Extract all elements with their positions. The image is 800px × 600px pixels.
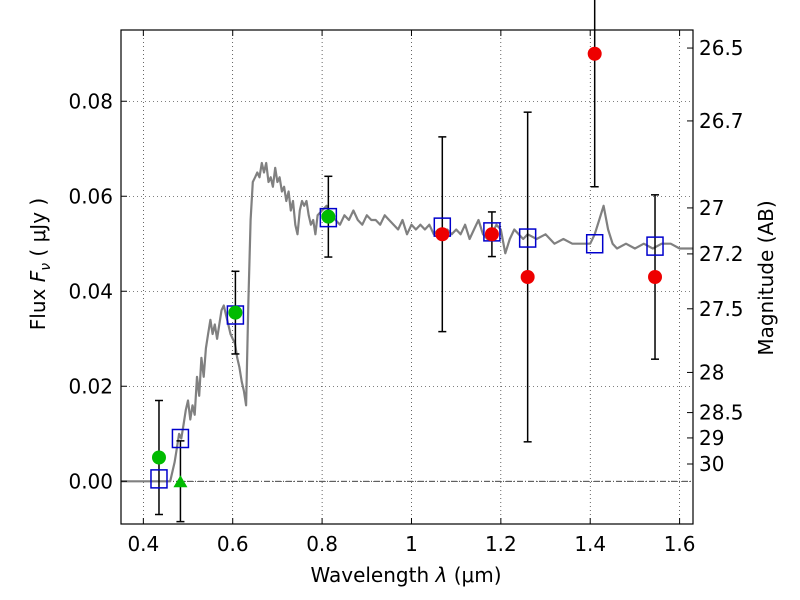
observed-green-point: [228, 305, 243, 320]
grid: [121, 30, 693, 524]
observed-green-point: [321, 209, 336, 224]
mag-tick-label: 26.7: [699, 109, 744, 133]
mag-tick-label: 27.2: [699, 242, 744, 266]
observed-red-point: [648, 270, 663, 284]
x-tick-label: 0.4: [127, 532, 159, 556]
x-axis-title: Wavelength λ (μm): [310, 563, 501, 587]
upper-limit-triangle: [173, 475, 188, 488]
observed-red-point: [587, 46, 602, 61]
y-tick-label: 0.02: [68, 374, 113, 398]
mag-tick-label: 29: [699, 426, 724, 450]
mag-tick-label: 27: [699, 196, 724, 220]
y-axis-title: Flux Fν ( μJy ): [26, 198, 54, 330]
mag-tick-label: 28.5: [699, 401, 744, 425]
x-tick-label: 1.4: [574, 532, 606, 556]
x-tick-label: 1.6: [664, 532, 696, 556]
model-photometry-square: [646, 236, 664, 256]
observed-red-point: [484, 227, 499, 242]
y2-axis-title: Magnitude (AB): [754, 200, 778, 355]
model-spectrum-layer: [121, 161, 693, 483]
mag-tick-label: 28: [699, 360, 724, 384]
model-photometry-square: [319, 207, 338, 228]
x-tick-label: 0.6: [217, 532, 249, 556]
plot-frame: [120, 29, 694, 525]
observed-red-point: [520, 270, 535, 284]
model-spectrum-line: [121, 161, 693, 483]
model-photometry-square: [150, 469, 168, 489]
model-photometry-square: [585, 234, 604, 254]
mag-tick-label: 27.5: [699, 297, 744, 321]
marker-layer: [150, 46, 664, 489]
tick-layer: 0.4 0.6 0.8 1 1.2 1.4 1.6 0.00 0.02 0.04 0.06 0.08 2…: [68, 30, 744, 556]
y-tick-label: 0.00: [68, 469, 113, 493]
observed-red-point: [435, 227, 450, 242]
errorbar-layer: [154, 0, 660, 523]
observed-green-point: [151, 450, 166, 465]
y-tick-label: 0.06: [68, 184, 113, 208]
y-tick-label: 0.08: [68, 89, 113, 113]
x-tick-label: 0.8: [306, 532, 338, 556]
x-tick-label: 1: [405, 532, 418, 556]
x-tick-label: 1.2: [485, 532, 517, 556]
model-photometry-square: [171, 428, 190, 449]
model-photometry-square: [518, 228, 537, 248]
mag-tick-label: 30: [699, 452, 724, 476]
y-tick-label: 0.04: [68, 279, 113, 303]
mag-tick-label: 26.5: [699, 36, 744, 60]
